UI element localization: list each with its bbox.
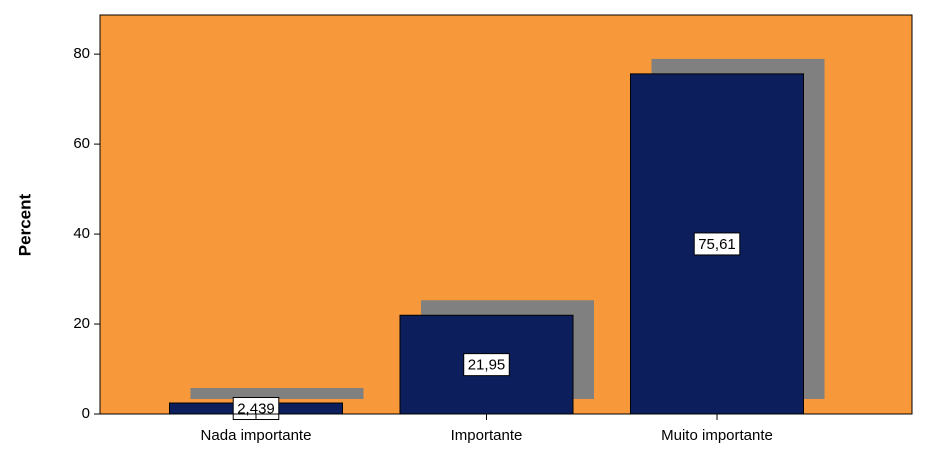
y-axis-label: Percent	[15, 193, 34, 256]
value-label-box	[463, 353, 510, 377]
y-tick-label: 80	[73, 45, 90, 62]
y-tick-label: 0	[82, 405, 90, 422]
bar-shadow	[190, 388, 364, 399]
value-label: 2,439	[237, 400, 275, 417]
x-tick-label: Importante	[451, 427, 523, 444]
value-label-box	[693, 232, 741, 256]
x-tick-label: Muito importante	[661, 427, 773, 444]
value-label: 21,95	[468, 357, 506, 374]
y-tick-label: 20	[73, 315, 90, 332]
plot-border	[99, 14, 913, 415]
x-tick-label: Nada importante	[201, 427, 312, 444]
y-tick-label: 60	[73, 135, 90, 152]
y-tick-label: 40	[73, 225, 90, 242]
value-label: 75,61	[698, 236, 736, 253]
